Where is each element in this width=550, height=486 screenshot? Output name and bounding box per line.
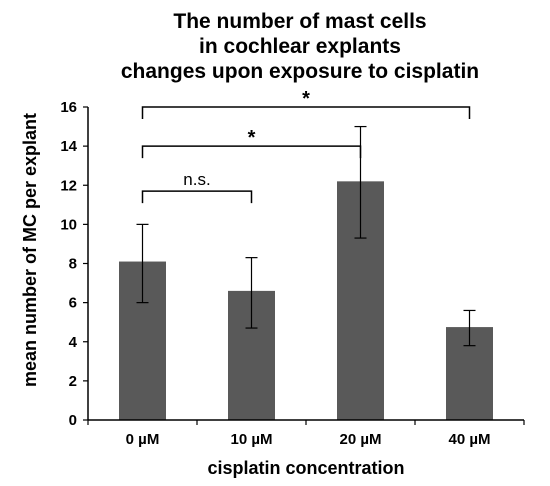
y-tick-label-5: 10 bbox=[60, 216, 77, 233]
x-tick-label-3: 40 µM bbox=[449, 431, 491, 448]
y-tick-label-2: 4 bbox=[69, 334, 78, 351]
significance-label-2: * bbox=[302, 88, 310, 110]
x-tick-label-2: 20 µM bbox=[340, 431, 382, 448]
x-axis-label: cisplatin concentration bbox=[207, 458, 404, 478]
chart-title: The number of mast cells in cochlear exp… bbox=[121, 10, 479, 83]
significance-bracket-1 bbox=[141, 145, 362, 159]
x-tick-label-0: 0 µM bbox=[126, 431, 160, 448]
y-tick-label-3: 6 bbox=[69, 295, 77, 312]
chart-title-line-1: The number of mast cells bbox=[173, 10, 426, 33]
significance-bracket-2 bbox=[141, 106, 471, 119]
y-tick-label-8: 16 bbox=[60, 99, 77, 116]
x-tick-label-1: 10 µM bbox=[231, 431, 273, 448]
y-tick-label-4: 8 bbox=[69, 256, 77, 273]
y-tick-label-7: 14 bbox=[60, 138, 77, 155]
significance-bracket-0 bbox=[141, 190, 253, 204]
chart-title-line-2: in cochlear explants bbox=[199, 35, 401, 58]
y-tick-label-1: 2 bbox=[69, 373, 77, 390]
significance-label-0: n.s. bbox=[183, 170, 210, 189]
significance-label-1: * bbox=[248, 127, 256, 149]
y-tick-label-0: 0 bbox=[69, 412, 77, 429]
chart-title-line-3: changes upon exposure to cisplatin bbox=[121, 60, 479, 83]
y-tick-label-6: 12 bbox=[60, 177, 77, 194]
y-axis-label: mean number of MC per explant bbox=[20, 113, 40, 387]
plot-area: 0 2 4 6 8 10 12 14 16 0 µM 10 µM 20 µM 40 µM n.s. * * bbox=[60, 88, 525, 448]
